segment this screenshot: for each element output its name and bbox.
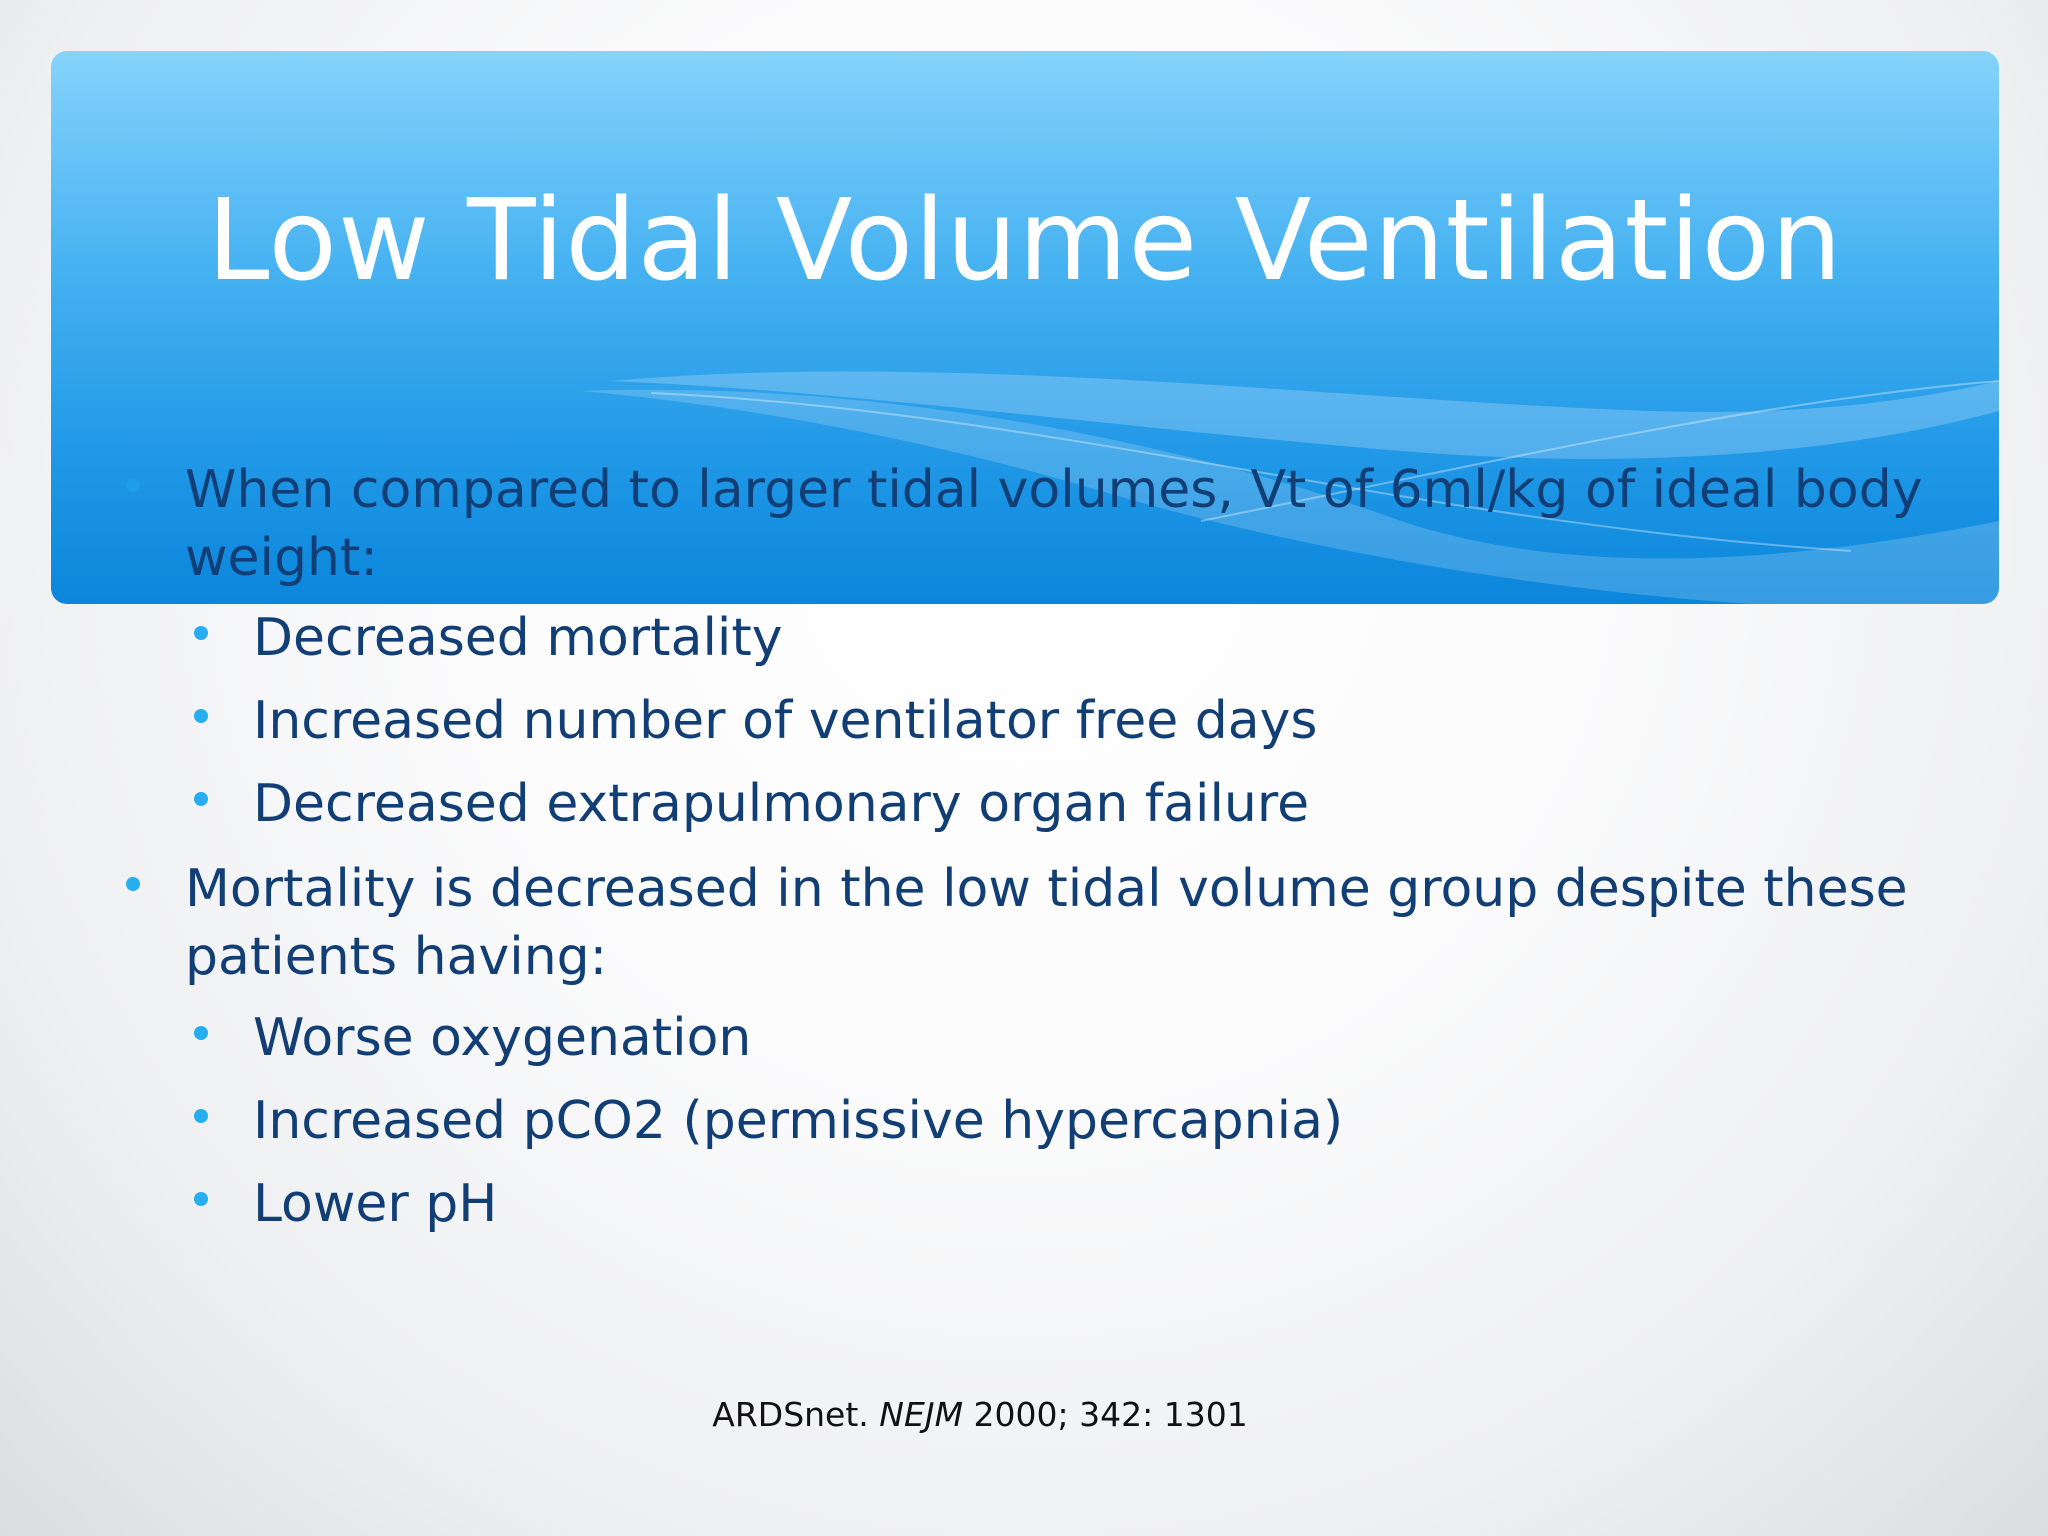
sub-bullet-item: Increased pCO2 (permissive hypercapnia) bbox=[253, 1091, 1344, 1151]
bullet-item: Mortality is decreased in the low tidal … bbox=[185, 859, 1908, 987]
slide-title: Low Tidal Volume Ventilation bbox=[207, 176, 1843, 306]
bullet-dot bbox=[126, 478, 140, 492]
sub-bullet-item: Lower pH bbox=[253, 1174, 498, 1234]
bullet-dot bbox=[194, 709, 208, 723]
bullet-item: When compared to larger tidal volumes, V… bbox=[185, 460, 1923, 588]
sub-bullet-item: Decreased extrapulmonary organ failure bbox=[253, 774, 1310, 834]
wave-decoration bbox=[581, 371, 1999, 604]
sub-bullet-item: Increased number of ventilator free days bbox=[253, 691, 1318, 751]
bullet-dot bbox=[194, 1192, 208, 1206]
bullet-dot bbox=[194, 626, 208, 640]
bullet-dot bbox=[194, 1109, 208, 1123]
bullet-dot bbox=[194, 792, 208, 806]
bullet-dot bbox=[126, 877, 140, 891]
header-band bbox=[51, 51, 1999, 604]
citation-author: ARDSnet. bbox=[712, 1395, 869, 1434]
sub-bullet-item: Worse oxygenation bbox=[253, 1008, 752, 1068]
citation-journal: NEJM bbox=[879, 1395, 964, 1434]
sub-bullet-item: Decreased mortality bbox=[253, 608, 783, 668]
citation-details: 2000; 342: 1301 bbox=[973, 1395, 1248, 1434]
bullet-dot bbox=[194, 1026, 208, 1040]
citation: ARDSnet. NEJM 2000; 342: 1301 bbox=[0, 1395, 1960, 1434]
